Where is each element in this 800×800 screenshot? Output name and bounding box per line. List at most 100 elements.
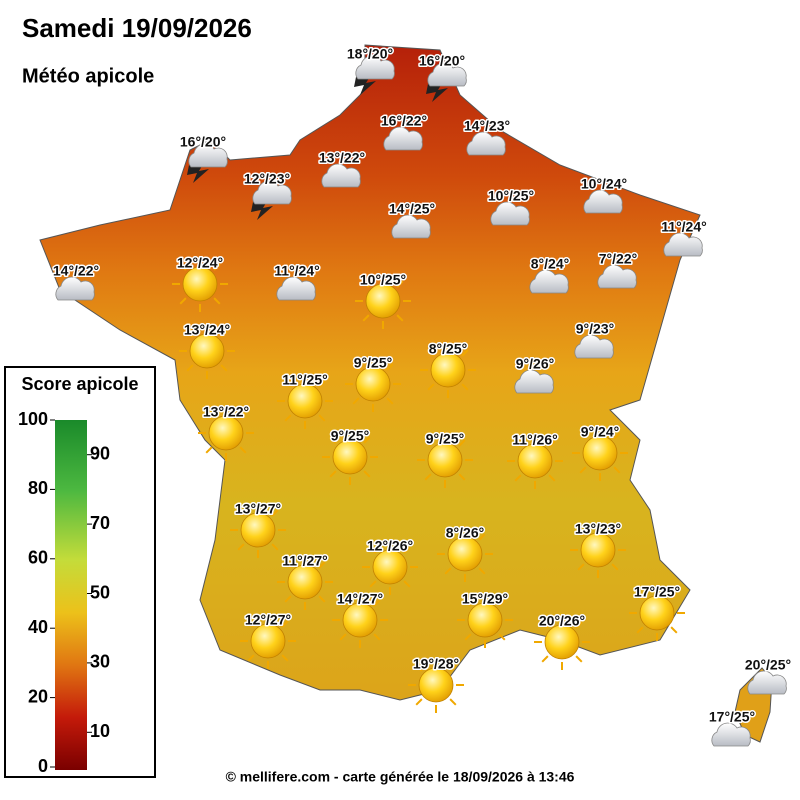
sun-ray (363, 436, 371, 444)
station-label: 17°/25° (634, 584, 680, 600)
cloud-icon (321, 163, 361, 188)
sun-ray (220, 330, 228, 338)
station-label: 11°/24° (661, 219, 706, 235)
sun-ray (613, 432, 621, 440)
station-label: 8°/24° (531, 256, 569, 272)
subtitle: Météo apicole (22, 65, 154, 87)
sun-ray (205, 412, 213, 420)
sun-ray (427, 383, 435, 391)
sun-icon (418, 667, 454, 703)
station-label: 12°/27° (245, 612, 291, 628)
sun-ray (179, 263, 187, 271)
station-label: 7°/22° (599, 251, 637, 267)
title: Samedi 19/09/2026 (22, 13, 252, 43)
station-label: 15°/29° (462, 591, 508, 607)
cloud-icon (383, 126, 423, 151)
sun-ray (579, 466, 587, 474)
station-label: 14°/27° (337, 591, 383, 607)
sun-ray (577, 563, 585, 571)
sun-ray (577, 529, 585, 537)
station-label: 17°/25° (709, 709, 755, 725)
cloud-icon (747, 670, 787, 695)
sun-icon (580, 532, 616, 568)
footer: © mellifere.com - carte générée le 18/09… (226, 769, 575, 785)
cloud-icon (276, 276, 316, 301)
sun-ray (579, 432, 587, 440)
sun-ray (363, 470, 371, 478)
sun-ray (424, 439, 432, 447)
sun-icon (287, 383, 323, 419)
cloud-icon (466, 131, 506, 156)
legend-tick-label: 50 (90, 582, 110, 602)
sun-ray (424, 473, 432, 481)
sun-ray (514, 474, 522, 482)
sun-ray (541, 621, 549, 629)
sun-ray (670, 626, 678, 634)
sun-ray (548, 440, 556, 448)
sun-ray (373, 599, 381, 607)
legend-tick-label: 0 (38, 756, 48, 776)
sun-ray (449, 698, 457, 706)
sun-ray (575, 621, 583, 629)
sun-ray (478, 533, 486, 541)
station-label: 16°/20° (419, 53, 465, 69)
legend-tick-label: 30 (90, 652, 110, 672)
legend-tick-label: 60 (28, 548, 48, 568)
sun-icon (287, 564, 323, 600)
cloud-icon (574, 334, 614, 359)
sun-icon (582, 435, 618, 471)
sun-ray (464, 633, 472, 641)
sun-ray (213, 263, 221, 271)
station-label: 14°/23° (464, 118, 510, 134)
sun-ray (514, 440, 522, 448)
station-label: 11°/24° (274, 263, 319, 279)
cloud-icon (514, 369, 554, 394)
sun-ray (281, 654, 289, 662)
sun-ray (396, 314, 404, 322)
sun-ray (449, 664, 457, 672)
sun-ray (213, 297, 221, 305)
cloud-icon (490, 201, 530, 226)
station-label: 8°/25° (429, 341, 467, 357)
station-label: 13°/22° (203, 404, 249, 420)
sun-icon (355, 366, 391, 402)
sun-ray (179, 297, 187, 305)
sun-ray (444, 533, 452, 541)
sun-ray (458, 473, 466, 481)
icons (55, 55, 787, 747)
sun-ray (415, 698, 423, 706)
station-label: 9°/24° (581, 424, 619, 440)
legend-tick-label: 70 (90, 513, 110, 533)
sun-icon (208, 415, 244, 451)
station-label: 13°/24° (184, 322, 230, 338)
sun-ray (415, 664, 423, 672)
station-label: 8°/26° (446, 525, 484, 541)
station-label: 12°/23° (244, 171, 290, 187)
station-label: 11°/27° (282, 553, 327, 569)
sun-ray (636, 626, 644, 634)
station-label: 11°/26° (512, 432, 557, 448)
station-label: 20°/26° (539, 613, 585, 629)
station-label: 20°/25° (745, 657, 791, 673)
sun-ray (396, 280, 404, 288)
sun-ray (186, 364, 194, 372)
station-label: 9°/25° (354, 355, 392, 371)
station-label: 10°/25° (360, 272, 406, 288)
sun-ray (362, 280, 370, 288)
sun-ray (636, 592, 644, 600)
sun-ray (352, 397, 360, 405)
sun-ray (284, 561, 292, 569)
station-label: 14°/22° (53, 263, 99, 279)
sun-ray (427, 349, 435, 357)
sun-ray (575, 655, 583, 663)
sun-ray (461, 349, 469, 357)
sun-ray (464, 599, 472, 607)
sun-icon (639, 595, 675, 631)
sun-ray (205, 446, 213, 454)
station-label: 12°/24° (177, 255, 223, 271)
legend-tick-label: 10 (90, 721, 110, 741)
sun-icon (467, 602, 503, 638)
sun-ray (186, 330, 194, 338)
